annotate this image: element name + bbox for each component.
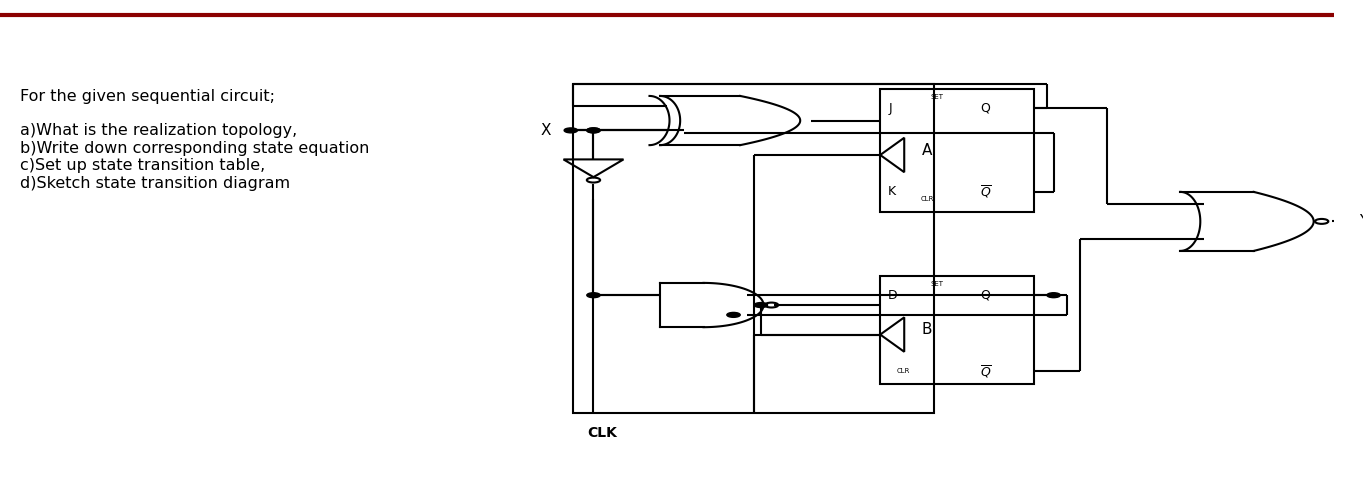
Circle shape xyxy=(564,128,578,133)
Circle shape xyxy=(726,312,740,317)
Bar xyxy=(574,84,934,413)
Text: Q: Q xyxy=(980,289,990,302)
Text: For the given sequential circuit;

a)What is the realization topology,
b)Write d: For the given sequential circuit; a)What… xyxy=(20,89,369,190)
Text: D: D xyxy=(889,289,898,302)
Text: $\overline{Q}$: $\overline{Q}$ xyxy=(980,363,992,380)
Text: SET: SET xyxy=(931,94,945,100)
Text: X: X xyxy=(540,123,551,138)
Circle shape xyxy=(587,128,600,133)
Text: SET: SET xyxy=(931,281,945,287)
Circle shape xyxy=(587,128,600,133)
Text: CLR: CLR xyxy=(920,196,934,202)
Text: CLK: CLK xyxy=(587,426,616,439)
Circle shape xyxy=(1047,293,1060,298)
Text: A: A xyxy=(921,143,932,157)
Text: K: K xyxy=(889,185,897,198)
Text: B: B xyxy=(921,322,932,337)
Text: $\overline{Q}$: $\overline{Q}$ xyxy=(980,184,992,200)
Text: Y: Y xyxy=(1359,214,1363,229)
Text: J: J xyxy=(889,102,891,115)
Circle shape xyxy=(754,303,767,308)
Circle shape xyxy=(587,293,600,298)
Text: CLR: CLR xyxy=(897,369,909,374)
Bar xyxy=(880,89,1033,212)
Text: Q: Q xyxy=(980,102,990,115)
Bar xyxy=(880,276,1033,384)
